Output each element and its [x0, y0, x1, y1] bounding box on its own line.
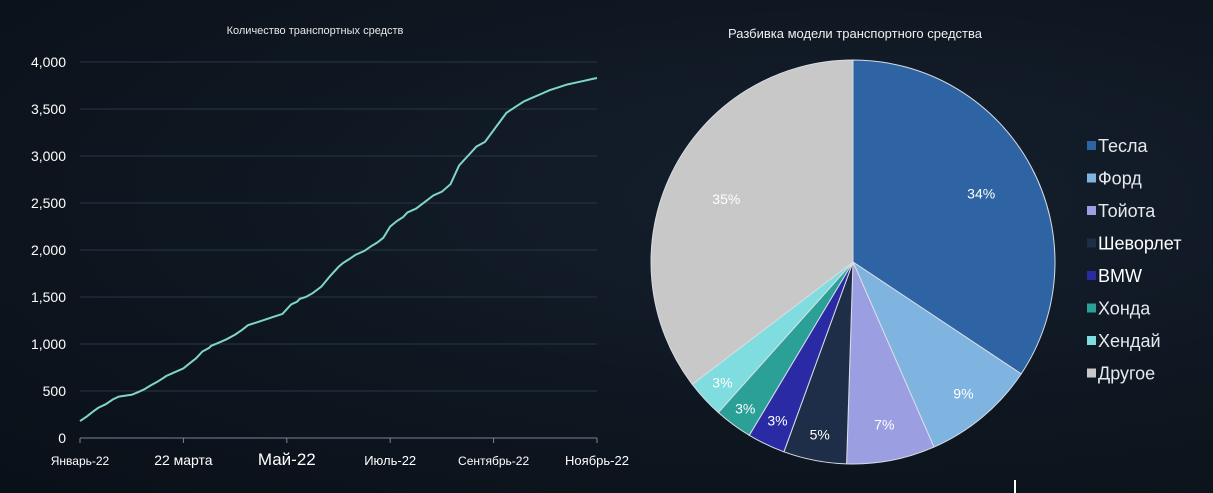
legend-swatch — [1087, 271, 1096, 280]
line-chart-y-axis: 0 500 1,000 1,500 2,000 2,500 3,000 3,500 4,000 — [31, 54, 66, 446]
legend-label: Тесла — [1098, 136, 1148, 156]
legend-swatch — [1087, 303, 1096, 313]
line-chart-x-tick-label: 22 марта — [154, 452, 213, 468]
legend-label: Шеворлет — [1098, 234, 1181, 254]
line-chart-y-tick-label: 2,000 — [31, 242, 66, 258]
pie-legend: Тесла Форд Тойота Шеворлет BMW Хонда Хендай Дру… — [1087, 136, 1181, 384]
line-chart-title: Количество транспортных средств — [227, 25, 404, 37]
legend-swatch — [1087, 368, 1096, 378]
pie-data-label: 7% — [874, 417, 894, 433]
pie-data-label: 3% — [735, 400, 755, 416]
legend-swatch — [1087, 173, 1096, 183]
line-series-vehicle-count — [79, 77, 598, 422]
legend-swatch — [1087, 206, 1096, 215]
line-chart-x-tick-label: Ноябрь-22 — [565, 453, 629, 468]
pie-slice-1 — [851, 260, 1022, 448]
legend-label: Другое — [1098, 364, 1155, 384]
legend-swatch — [1087, 141, 1096, 150]
pie-data-label: 9% — [953, 386, 973, 402]
pie-data-label: 3% — [767, 413, 787, 429]
legend-label: Тойота — [1098, 201, 1156, 221]
line-chart-y-tick-label: 2,500 — [31, 195, 66, 211]
line-chart-y-tick-label: 4,000 — [31, 54, 66, 70]
line-chart-x-tick-label: Сентябрь-22 — [458, 454, 529, 468]
line-chart-y-tick-label: 1,000 — [31, 336, 66, 352]
legend-swatch — [1087, 336, 1096, 345]
line-chart: Количество транспортных средств 0 500 1,00… — [31, 25, 629, 469]
pie-data-label: 34% — [967, 185, 995, 201]
line-chart-x-tick-label: Январь-22 — [51, 454, 110, 468]
pie-chart: Разбивка модели транспортного средства 3… — [650, 26, 1181, 465]
line-chart-y-tick-label: 3,500 — [31, 101, 66, 117]
legend-label: Хонда — [1098, 299, 1151, 319]
legend-swatch — [1087, 238, 1096, 248]
line-chart-x-axis: Январь-22 22 марта Май-22 Июль-22 Сентябрь-2… — [51, 437, 629, 469]
line-chart-y-tick-label: 0 — [58, 430, 66, 446]
line-chart-y-tick-label: 1,500 — [31, 289, 66, 305]
legend-label: BMW — [1098, 266, 1142, 286]
pie-slices — [650, 59, 1056, 465]
pie-data-label: 5% — [810, 427, 830, 443]
line-chart-y-tick-label: 500 — [43, 383, 67, 399]
legend-label: Хендай — [1098, 331, 1161, 351]
line-chart-x-tick-label: Май-22 — [258, 450, 316, 469]
pie-data-labels: 34%9%7%5%3%3%3%35% — [712, 185, 995, 442]
legend-label: Форд — [1098, 169, 1142, 189]
line-chart-x-tick-label: Июль-22 — [364, 453, 416, 468]
pie-chart-title: Разбивка модели транспортного средства — [728, 26, 983, 41]
pie-slice-7 — [650, 59, 854, 386]
pie-data-label: 3% — [712, 375, 732, 391]
line-chart-gridlines — [80, 61, 597, 392]
pie-data-label: 35% — [712, 191, 740, 207]
line-chart-y-tick-label: 3,000 — [31, 148, 66, 164]
